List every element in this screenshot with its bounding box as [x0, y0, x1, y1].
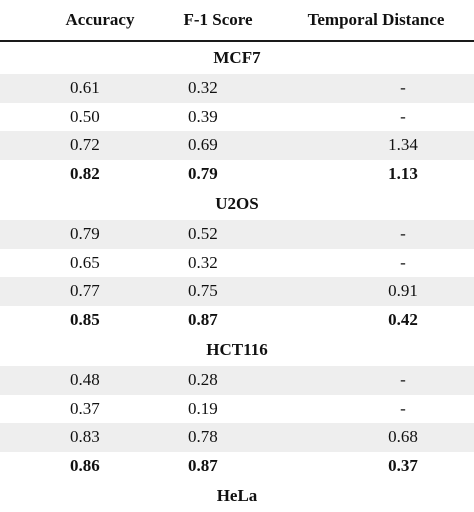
accuracy-cell: 0.65 — [70, 252, 100, 272]
f1-score-cell: 0.87 — [188, 455, 218, 475]
temporal-distance-cell: 0.37 — [388, 455, 418, 475]
table-header: Accuracy F-1 Score Temporal Distance — [0, 0, 474, 40]
temporal-distance-cell: 0.68 — [388, 427, 418, 447]
f1-score-cell: 0.39 — [188, 106, 218, 126]
table-row: 0.37 0.19 - — [0, 395, 474, 424]
table-row: 0.77 0.75 0.91 — [0, 277, 474, 306]
accuracy-cell: 0.61 — [70, 78, 100, 98]
temporal-distance-cell: 0.91 — [388, 281, 418, 301]
table-row: 0.61 0.32 - — [0, 74, 474, 103]
table-row: 0.85 0.87 0.42 — [0, 306, 474, 335]
temporal-distance-cell: 1.34 — [388, 135, 418, 155]
temporal-distance-cell: - — [400, 78, 406, 98]
header-divider — [0, 40, 474, 42]
f1-score-cell: 0.79 — [188, 163, 218, 183]
header-f1-score: F-1 Score — [183, 10, 253, 29]
temporal-distance-cell: - — [400, 224, 406, 244]
f1-score-cell: 0.78 — [188, 427, 218, 447]
accuracy-cell: 0.37 — [70, 398, 100, 418]
accuracy-cell: 0.83 — [70, 427, 100, 447]
group-title-u2os: U2OS — [0, 188, 474, 220]
group-title-mcf7: MCF7 — [0, 42, 474, 74]
accuracy-cell: 0.85 — [70, 309, 100, 329]
temporal-distance-cell: - — [400, 370, 406, 390]
accuracy-cell: 0.82 — [70, 163, 100, 183]
accuracy-cell: 0.48 — [70, 370, 100, 390]
table-row: 0.50 0.39 - — [0, 103, 474, 132]
table-row: 0.86 0.87 0.37 — [0, 452, 474, 481]
table-row: 0.82 0.79 1.13 — [0, 160, 474, 189]
temporal-distance-cell: 1.13 — [388, 163, 418, 183]
table-row: 0.79 0.52 - — [0, 220, 474, 249]
table-row: 0.83 0.78 0.68 — [0, 423, 474, 452]
accuracy-cell: 0.86 — [70, 455, 100, 475]
f1-score-cell: 0.69 — [188, 135, 218, 155]
temporal-distance-cell: 0.42 — [388, 309, 418, 329]
accuracy-cell: 0.50 — [70, 106, 100, 126]
accuracy-cell: 0.79 — [70, 224, 100, 244]
table-row: 0.72 0.69 1.34 — [0, 131, 474, 160]
f1-score-cell: 0.87 — [188, 309, 218, 329]
temporal-distance-cell: - — [400, 252, 406, 272]
group-title-hela: HeLa — [0, 480, 474, 512]
f1-score-cell: 0.52 — [188, 224, 218, 244]
f1-score-cell: 0.75 — [188, 281, 218, 301]
table-row: 0.65 0.32 - — [0, 249, 474, 278]
f1-score-cell: 0.28 — [188, 370, 218, 390]
temporal-distance-cell: - — [400, 106, 406, 126]
f1-score-cell: 0.32 — [188, 252, 218, 272]
f1-score-cell: 0.32 — [188, 78, 218, 98]
header-temporal-distance: Temporal Distance — [307, 10, 445, 29]
temporal-distance-cell: - — [400, 398, 406, 418]
header-accuracy: Accuracy — [65, 10, 135, 29]
accuracy-cell: 0.72 — [70, 135, 100, 155]
table-row: 0.48 0.28 - — [0, 366, 474, 395]
f1-score-cell: 0.19 — [188, 398, 218, 418]
table-body: MCF7 0.61 0.32 - 0.50 0.39 - 0.72 0.69 1… — [0, 42, 474, 512]
accuracy-cell: 0.77 — [70, 281, 100, 301]
group-title-hct116: HCT116 — [0, 334, 474, 366]
